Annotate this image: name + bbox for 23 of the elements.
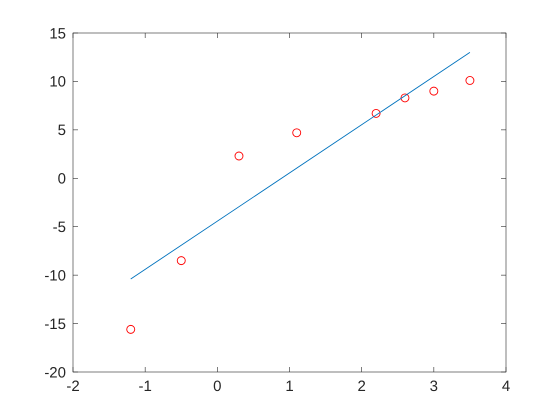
y-tick-label: -10 xyxy=(44,267,66,284)
x-tick-label: -2 xyxy=(66,378,80,395)
point xyxy=(400,93,410,102)
x-tick-label: 0 xyxy=(213,378,222,395)
y-tick-label: -5 xyxy=(52,218,66,236)
x-tick-label: 3 xyxy=(430,378,438,395)
y-tick-label: -15 xyxy=(44,316,66,333)
point xyxy=(126,324,136,334)
x-tick-label: 4 xyxy=(502,378,510,395)
point xyxy=(234,152,244,160)
x-tick-label: -1 xyxy=(138,378,152,395)
y-tick-label: 10 xyxy=(49,74,66,91)
y-tick-label: 15 xyxy=(49,25,66,42)
y-tick-label: 5 xyxy=(58,122,66,140)
point xyxy=(465,76,474,85)
point xyxy=(176,256,186,266)
y-tick-label: -20 xyxy=(44,364,66,382)
x-tick-label: 2 xyxy=(357,378,366,395)
point xyxy=(429,86,438,96)
x-tick-label: 1 xyxy=(285,378,294,395)
point xyxy=(292,128,302,138)
point xyxy=(372,108,381,118)
y-tick-label: 0 xyxy=(58,170,66,188)
